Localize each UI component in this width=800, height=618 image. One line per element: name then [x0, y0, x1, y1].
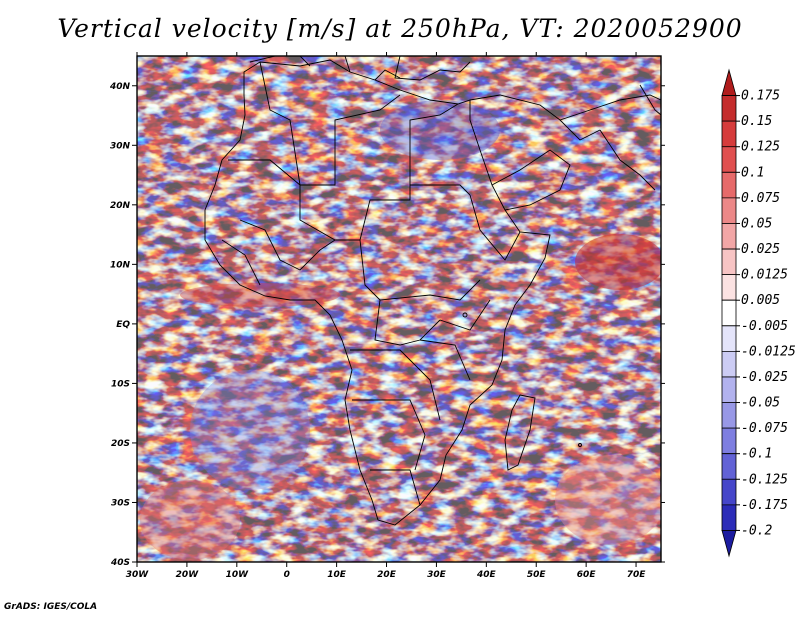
colorbar-segment [721, 504, 737, 531]
lat-label: EQ [116, 320, 130, 330]
map-frame [136, 55, 662, 563]
lon-label: 30W [126, 570, 150, 580]
colorbar-segment [721, 274, 737, 301]
colorbar-label: 0.075 [741, 191, 780, 206]
colorbar-segment [721, 299, 737, 327]
longitude-axis: 30W 20W 10W 0 10E 20E 30E 40E 50E 60E 70E [126, 52, 646, 580]
colorbar-segment [721, 478, 737, 506]
colorbar-label: 0.005 [741, 293, 780, 308]
colorbar-segment [721, 453, 737, 480]
colorbar-segment [721, 325, 737, 352]
colorbar-segment [721, 95, 737, 122]
colorbar: 0.175 0.15 0.125 0.1 0.075 0.05 0.025 0.0125 0.0… [721, 68, 796, 558]
colorbar-label: 0.05 [741, 216, 772, 231]
lat-label: 10S [111, 379, 130, 389]
colorbar-segment [721, 402, 737, 429]
colorbar-label: -0.005 [741, 319, 788, 334]
colorbar-label: 0.1 [741, 165, 764, 180]
latitude-axis: 40N 30N 20N 10N EQ 10S 20S 30S 40S [109, 82, 665, 568]
lat-label: 10N [110, 260, 131, 270]
colorbar-segment [721, 146, 737, 173]
colorbar-label: 0.125 [741, 140, 780, 155]
colorbar-segment [721, 350, 737, 378]
lon-label: 50E [527, 570, 547, 580]
colorbar-segment [721, 171, 737, 199]
lon-label: 10E [327, 570, 347, 580]
colorbar-label: -0.05 [741, 396, 780, 411]
lat-label: 20S [111, 439, 130, 449]
colorbar-segment [721, 376, 737, 403]
map-title: Vertical velocity [m/s] at 250hPa, VT: 2… [57, 14, 743, 43]
colorbar-label: -0.175 [741, 498, 788, 513]
colorbar-segment [721, 223, 737, 250]
lon-label: 20E [377, 570, 397, 580]
colorbar-label: -0.1 [741, 447, 772, 462]
lon-label: 70E [627, 570, 647, 580]
lon-label: 20W [176, 570, 200, 580]
lon-label: 40E [476, 570, 497, 580]
colorbar-label: 0.025 [741, 242, 780, 257]
colorbar-label: 0.15 [741, 114, 772, 129]
colorbar-label: -0.025 [741, 370, 788, 385]
colorbar-label: -0.125 [741, 472, 788, 487]
colorbar-label: -0.0125 [741, 344, 796, 359]
velocity-field [137, 56, 661, 562]
colorbar-label: 0.175 [741, 89, 780, 104]
lon-label: 60E [577, 570, 597, 580]
grads-credit: GrADS: IGES/COLA [4, 602, 98, 612]
lon-label: 0 [284, 570, 290, 580]
lat-label: 30N [110, 141, 131, 151]
lon-label: 10W [226, 570, 250, 580]
colorbar-segment [721, 120, 737, 148]
colorbar-segment [721, 427, 737, 455]
colorbar-segment [721, 248, 737, 276]
colorbar-segment [721, 530, 737, 558]
colorbar-label: 0.0125 [741, 268, 788, 283]
colorbar-label: -0.075 [741, 421, 788, 436]
lat-label: 40S [110, 558, 130, 568]
lon-label: 30E [427, 570, 447, 580]
colorbar-segment [721, 68, 737, 96]
colorbar-label: -0.2 [741, 523, 772, 538]
lat-label: 30S [111, 498, 130, 508]
lat-label: 40N [109, 82, 131, 92]
colorbar-segment [721, 197, 737, 224]
lat-label: 20N [110, 201, 131, 211]
country-borders [204, 56, 661, 526]
